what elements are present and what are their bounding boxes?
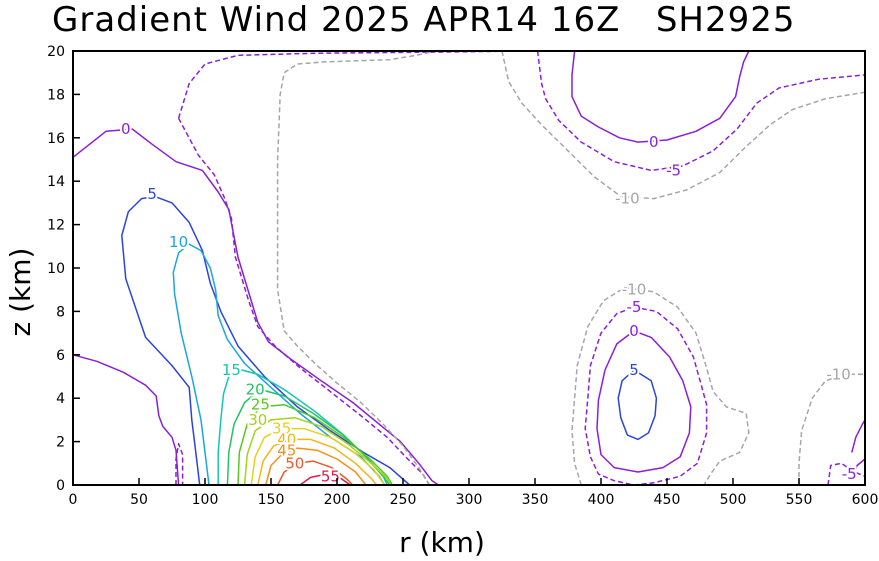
x-tick-label-1: 50 (130, 492, 148, 508)
y-tick-label-8: 16 (47, 131, 65, 147)
y-tick-label-9: 18 (47, 87, 65, 103)
contour-label-20-6-0: 20 (246, 381, 265, 399)
contour-line-neg5-18 (536, 50, 866, 172)
contour-line-neg5-22 (584, 306, 708, 486)
contour-line-0-26 (851, 458, 866, 479)
x-tick-label-0: 0 (69, 492, 78, 508)
contour-label-5-20-0: 5 (629, 361, 639, 379)
contour-label-35-9-0: 35 (272, 420, 291, 438)
contour-label-neg5-27-0: -5 (842, 465, 857, 483)
contour-line-neg5-27 (827, 462, 866, 486)
contour-label-15-5-0: 15 (222, 361, 241, 379)
contour-label-30-8-0: 30 (248, 411, 267, 429)
contour-line-neg5-2 (175, 443, 184, 485)
contour-label-55-13-0: 55 (321, 467, 340, 485)
contour-label-neg10-24-0: -10 (826, 365, 851, 383)
contour-line-0-0 (72, 128, 440, 486)
contour-label-neg5-18-0: -5 (666, 161, 681, 179)
contour-line-0-21 (596, 330, 692, 473)
y-tick-label-2: 4 (56, 391, 65, 407)
y-tick-label-4: 8 (56, 304, 65, 320)
y-axis-label: z (km) (4, 248, 37, 337)
contour-line-50-12 (276, 460, 354, 486)
contour-line-30-8 (243, 416, 392, 486)
contour-label-neg5-22-0: -5 (627, 298, 642, 316)
contour-label-25-7-0: 25 (251, 396, 270, 414)
contour-line-5-20 (617, 369, 658, 441)
contour-label-10-4-0: 10 (169, 233, 188, 251)
contour-line-25-7 (237, 403, 394, 486)
y-tick-label-7: 14 (47, 174, 65, 190)
contour-label-0-0-0: 0 (121, 120, 131, 138)
x-tick-label-7: 350 (522, 492, 549, 508)
contour-line-5-3 (121, 195, 411, 486)
contour-label-5-3-0: 5 (147, 185, 157, 203)
x-axis-label: r (km) (399, 526, 485, 559)
y-tick-label-1: 2 (56, 435, 65, 451)
x-tick-label-2: 100 (192, 492, 219, 508)
contour-line-55-13 (299, 473, 351, 486)
contour-line-neg10-23 (571, 286, 750, 486)
x-tick-label-3: 150 (258, 492, 285, 508)
x-tick-label-10: 500 (720, 492, 747, 508)
y-tick-label-5: 10 (47, 261, 65, 277)
x-tick-label-12: 600 (852, 492, 879, 508)
contour-label-neg10-23-0: -10 (622, 281, 647, 299)
x-tick-label-5: 250 (390, 492, 417, 508)
contour-layer (72, 50, 866, 486)
y-tick-label-10: 20 (47, 44, 65, 60)
contour-line-0-17 (571, 50, 750, 143)
contour-line-neg10-24 (798, 373, 865, 485)
contour-label-45-11-0: 45 (277, 441, 296, 459)
contour-line-neg5-15 (177, 117, 431, 486)
chart-title: Gradient Wind 2025 APR14 16Z SH2925 (52, 0, 796, 40)
tick-layer: 0 50 100 150 200 250 300 350 400 450 500 550 6000246… (47, 44, 878, 508)
contour-label-50-12-0: 50 (285, 454, 304, 472)
x-tick-label-9: 450 (654, 492, 681, 508)
contour-line-0-25 (851, 419, 866, 453)
contour-line-neg10-16 (276, 50, 437, 486)
contour-line-neg10-19 (501, 50, 866, 200)
contour-line-10-4 (172, 243, 386, 486)
contour-line-40-10 (257, 438, 378, 486)
y-tick-label-6: 12 (47, 218, 65, 234)
contour-label-neg10-19-0: -10 (615, 190, 640, 208)
contour-label-0-17-0: 0 (649, 133, 659, 151)
contour-line-45-11 (264, 447, 367, 486)
y-tick-label-0: 0 (56, 478, 65, 494)
x-tick-label-8: 400 (588, 492, 615, 508)
x-tick-label-6: 300 (456, 492, 483, 508)
contour-label-0-21-0: 0 (629, 322, 639, 340)
contour-line-35-9 (250, 427, 386, 486)
contour-line-neg5-14 (177, 50, 522, 119)
contour-label-40-10-0: 40 (277, 430, 296, 448)
y-tick-label-3: 6 (56, 348, 65, 364)
contour-line-0-1 (72, 354, 180, 486)
x-tick-label-4: 200 (324, 492, 351, 508)
x-tick-label-11: 550 (786, 492, 813, 508)
